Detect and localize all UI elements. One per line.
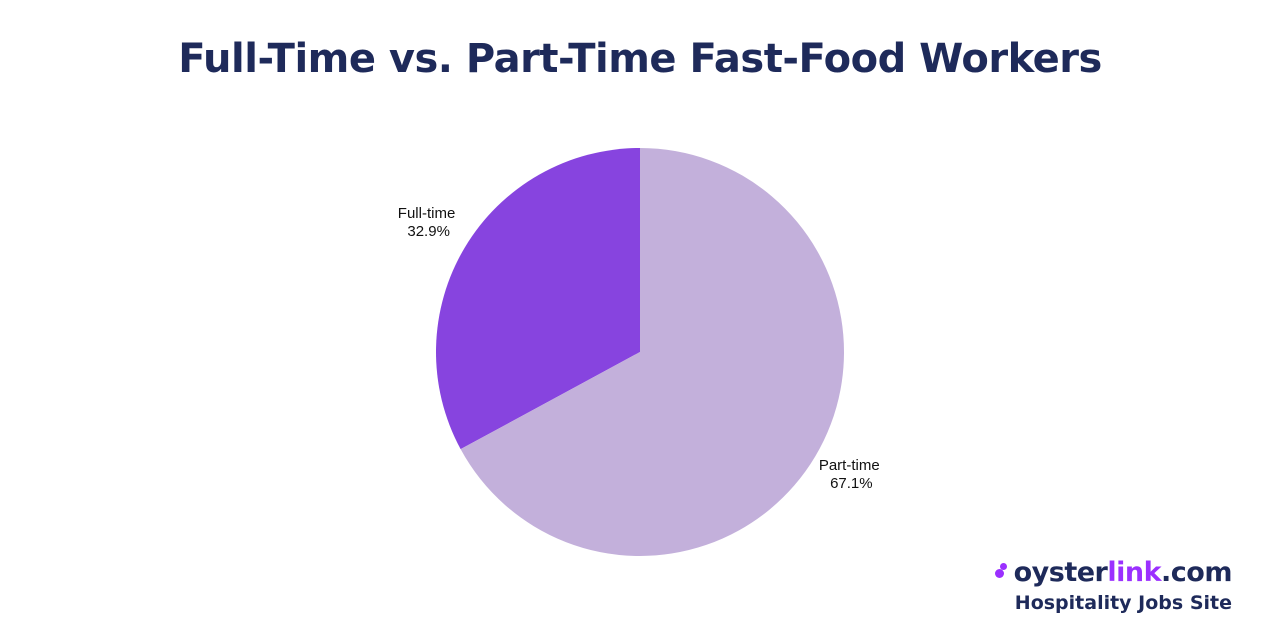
brand-logo-block: oysterlink.com Hospitality Jobs Site (994, 558, 1232, 618)
slice-label-full-time-value: 32.9% (407, 223, 450, 240)
chart-title: Full-Time vs. Part-Time Fast-Food Worker… (178, 36, 1102, 82)
brand-tagline: Hospitality Jobs Site (1014, 592, 1232, 614)
slice-label-full-time: Full-time 32.9% (398, 205, 460, 240)
slice-label-full-time-name: Full-time (398, 205, 456, 222)
brand-logo: oysterlink.com (994, 558, 1232, 588)
oyster-dot-small (999, 563, 1007, 570)
pie-slice-part-time (460, 148, 844, 556)
brand-name-link: link (1107, 557, 1162, 588)
brand-name-domain: .com (1161, 557, 1232, 588)
oyster-dot-icon (994, 562, 1010, 582)
oyster-dot-large (994, 569, 1004, 578)
pie-slice-full-time (436, 148, 640, 450)
brand-name-oyster: oyster (1013, 557, 1108, 588)
slice-label-part-time-name: Part-time (819, 457, 880, 474)
slice-label-part-time-value: 67.1% (830, 475, 873, 492)
slice-label-part-time: Part-time 67.1% (819, 457, 884, 492)
